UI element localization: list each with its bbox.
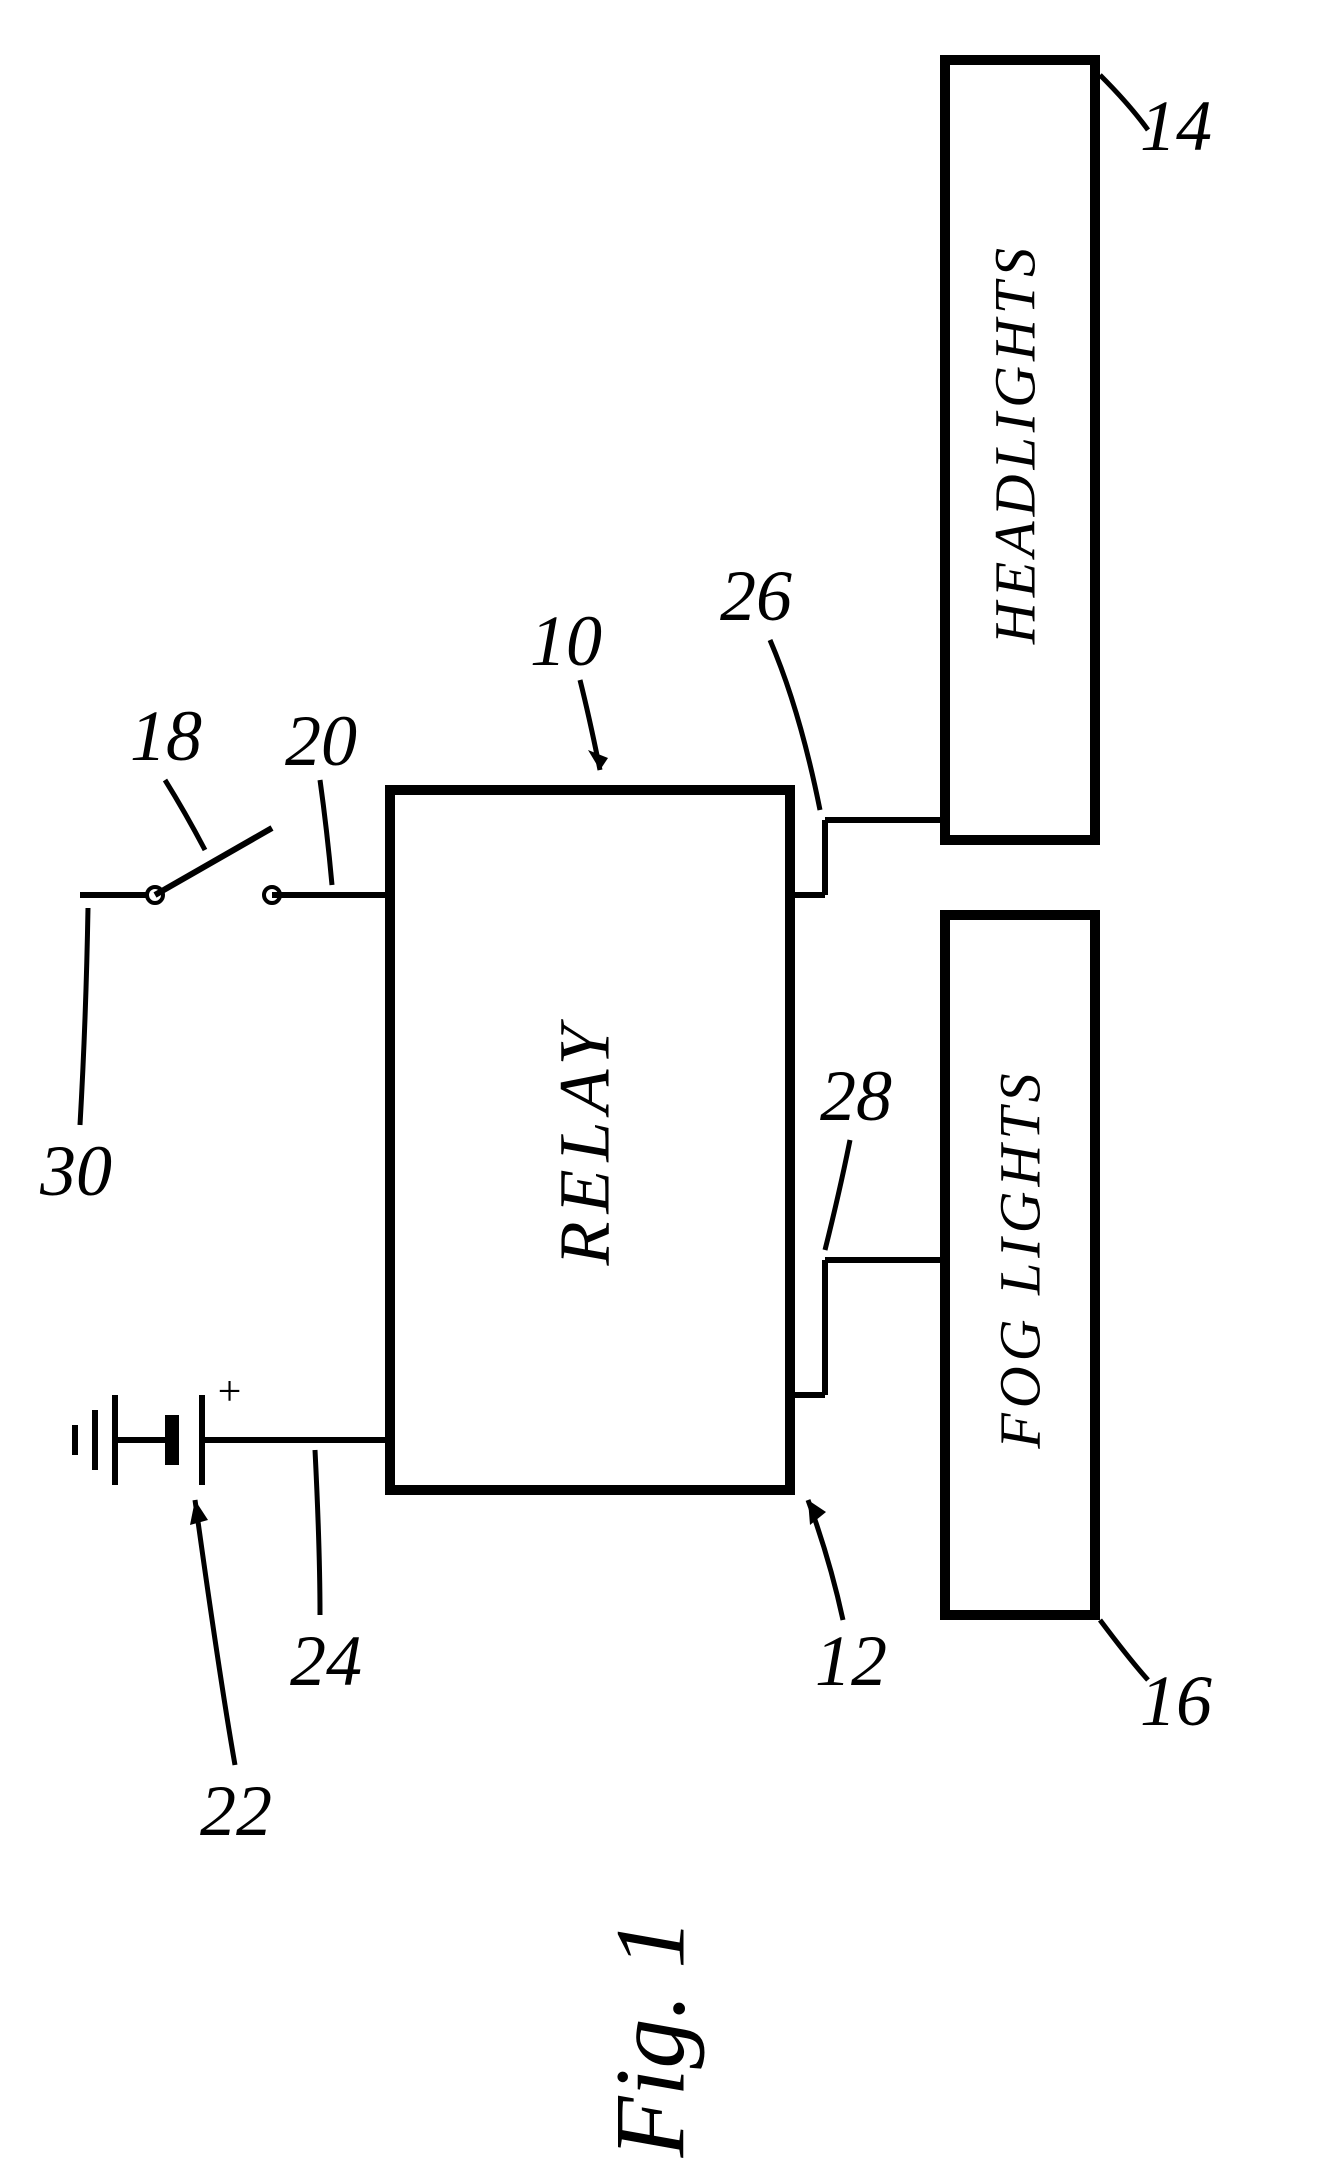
ref-10: 10 <box>530 600 602 683</box>
ref-20: 20 <box>285 700 357 783</box>
ref-12: 12 <box>815 1620 887 1703</box>
switch-arm <box>155 828 272 895</box>
ref-16: 16 <box>1140 1660 1212 1743</box>
ref-20-leader <box>320 780 332 885</box>
ref-18-leader <box>165 780 205 850</box>
headlights-label: HEADLIGHTS <box>982 219 1049 669</box>
ref-22-arrowhead <box>190 1500 208 1525</box>
foglights-label: FOG LIGHTS <box>987 1049 1054 1469</box>
ref-30-leader <box>80 908 88 1125</box>
ref-28: 28 <box>820 1055 892 1138</box>
ref-30: 30 <box>40 1130 112 1213</box>
ref-14: 14 <box>1140 85 1212 168</box>
ref-28-leader <box>825 1140 850 1250</box>
diagram-svg: + <box>0 0 1324 2164</box>
ref-24: 24 <box>290 1620 362 1703</box>
ref-26: 26 <box>720 555 792 638</box>
ref-24-leader <box>315 1450 320 1615</box>
ref-22: 22 <box>200 1770 272 1853</box>
ref-18: 18 <box>130 695 202 778</box>
battery-plus: + <box>215 1369 243 1415</box>
ref-22-leader <box>195 1500 235 1765</box>
figure-caption: Fig. 1 <box>593 1858 708 2158</box>
figure-1-diagram: + <box>0 0 1324 2164</box>
ref-26-leader <box>770 640 820 810</box>
relay-label: RELAY <box>544 992 627 1292</box>
